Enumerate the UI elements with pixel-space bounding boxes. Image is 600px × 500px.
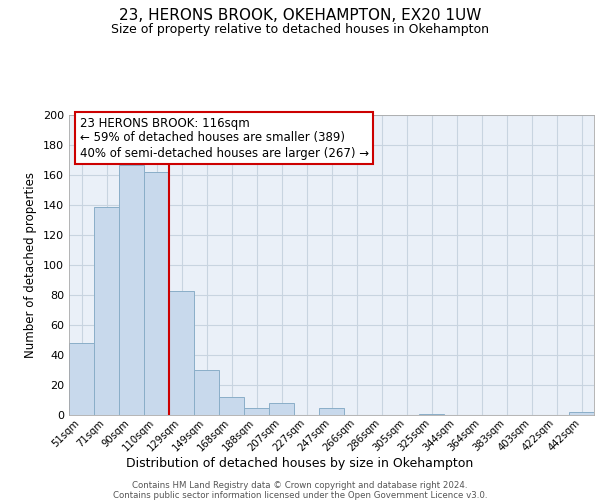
Bar — [144, 172, 169, 415]
Text: 23 HERONS BROOK: 116sqm
← 59% of detached houses are smaller (389)
40% of semi-d: 23 HERONS BROOK: 116sqm ← 59% of detache… — [79, 116, 368, 160]
Bar — [119, 164, 144, 415]
Bar — [269, 403, 294, 415]
Bar — [194, 370, 219, 415]
Bar — [219, 397, 244, 415]
Bar — [319, 408, 344, 415]
Text: Size of property relative to detached houses in Okehampton: Size of property relative to detached ho… — [111, 22, 489, 36]
Bar — [419, 414, 444, 415]
Text: 23, HERONS BROOK, OKEHAMPTON, EX20 1UW: 23, HERONS BROOK, OKEHAMPTON, EX20 1UW — [119, 8, 481, 22]
Text: Contains HM Land Registry data © Crown copyright and database right 2024.: Contains HM Land Registry data © Crown c… — [132, 481, 468, 490]
Y-axis label: Number of detached properties: Number of detached properties — [25, 172, 37, 358]
Text: Contains public sector information licensed under the Open Government Licence v3: Contains public sector information licen… — [113, 491, 487, 500]
Bar — [169, 290, 194, 415]
Bar — [94, 206, 119, 415]
Text: Distribution of detached houses by size in Okehampton: Distribution of detached houses by size … — [127, 458, 473, 470]
Bar — [69, 343, 94, 415]
Bar — [244, 408, 269, 415]
Bar — [569, 412, 594, 415]
